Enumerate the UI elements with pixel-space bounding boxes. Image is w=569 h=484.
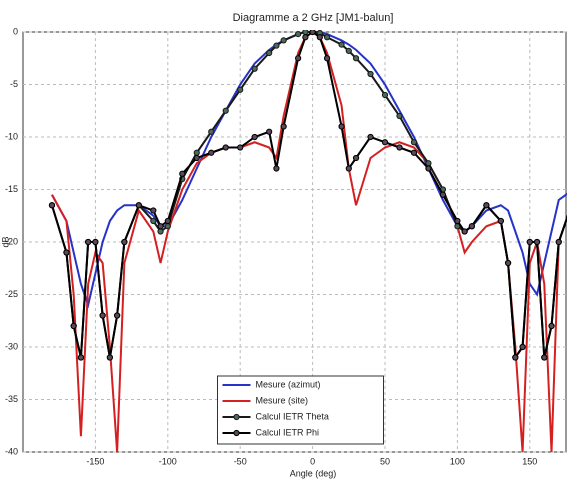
x-tick-label: 50	[380, 456, 390, 466]
point	[461, 228, 468, 235]
y-tick-label: -35	[5, 394, 18, 404]
point	[85, 238, 92, 246]
point	[483, 202, 490, 209]
point	[295, 30, 302, 38]
point	[295, 55, 302, 62]
point	[121, 238, 128, 246]
y-tick-label: -30	[5, 341, 18, 351]
point	[157, 228, 164, 235]
point	[222, 144, 229, 151]
point	[396, 144, 403, 151]
legend-marker	[233, 429, 240, 437]
point	[157, 223, 164, 230]
point	[352, 154, 360, 162]
point	[237, 144, 244, 151]
point	[208, 128, 215, 135]
x-tick-label: 100	[450, 456, 465, 466]
point	[302, 30, 309, 36]
y-tick-label: -5	[10, 79, 18, 89]
x-tick-label: -150	[86, 456, 104, 466]
point	[63, 249, 70, 256]
point	[70, 322, 77, 330]
point	[555, 238, 562, 246]
point	[468, 223, 475, 230]
point	[345, 47, 352, 55]
point	[150, 217, 157, 225]
point	[150, 207, 157, 214]
point	[273, 165, 280, 172]
point	[381, 139, 389, 146]
point	[222, 107, 229, 114]
point	[345, 165, 352, 172]
point	[396, 112, 403, 120]
point	[99, 312, 106, 319]
point	[77, 354, 85, 361]
y-tick-label: -10	[5, 131, 18, 141]
point	[352, 55, 360, 62]
point	[273, 42, 280, 49]
point	[323, 55, 331, 62]
point	[266, 128, 273, 135]
point	[193, 154, 200, 162]
point	[338, 123, 345, 130]
legend-label: Calcul IETR Phi	[256, 427, 320, 437]
y-axis-label: dB	[0, 236, 10, 247]
point	[316, 34, 323, 41]
point	[164, 223, 171, 230]
point	[251, 65, 258, 72]
y-tick-label: -40	[5, 446, 18, 456]
point	[541, 354, 548, 361]
point	[135, 202, 142, 209]
point	[92, 238, 99, 246]
point	[208, 149, 215, 156]
x-tick-label: 0	[310, 456, 315, 466]
point	[504, 259, 512, 267]
point	[323, 34, 331, 41]
x-tick-label: 150	[522, 456, 537, 466]
legend-label: Calcul IETR Theta	[256, 411, 329, 421]
plot-lines	[48, 30, 567, 453]
point	[106, 354, 113, 361]
point	[512, 354, 519, 361]
point	[533, 238, 541, 246]
point	[48, 202, 56, 209]
point	[526, 238, 533, 246]
point	[164, 217, 171, 225]
legend-marker	[233, 413, 240, 421]
point	[179, 170, 186, 177]
chart-title: Diagramme a 2 GHz [JM1-balun]	[233, 12, 394, 24]
point	[237, 86, 244, 93]
point	[439, 191, 447, 198]
y-tick-label: -15	[5, 184, 18, 194]
x-tick-label: -50	[234, 456, 247, 466]
point	[497, 217, 504, 225]
point	[381, 91, 389, 99]
y-tick-label: -25	[5, 289, 18, 299]
point	[519, 343, 526, 351]
point	[410, 149, 418, 156]
y-tick-label: 0	[13, 26, 18, 36]
point	[266, 49, 273, 57]
point	[251, 133, 258, 141]
point	[280, 123, 287, 130]
y-tick-label: -20	[5, 236, 18, 246]
x-axis-label: Angle (deg)	[290, 468, 337, 478]
point	[367, 133, 374, 141]
point	[114, 312, 121, 319]
point	[309, 30, 316, 36]
x-tick-label: -100	[159, 456, 177, 466]
point	[410, 139, 418, 146]
legend-label: Mesure (site)	[256, 395, 309, 405]
legend-label: Mesure (azimut)	[256, 379, 321, 389]
point	[548, 322, 555, 330]
point	[338, 41, 345, 48]
point	[425, 165, 432, 172]
point	[454, 217, 461, 225]
point	[193, 149, 200, 156]
point	[302, 34, 309, 41]
point	[367, 70, 374, 78]
point	[280, 37, 287, 44]
